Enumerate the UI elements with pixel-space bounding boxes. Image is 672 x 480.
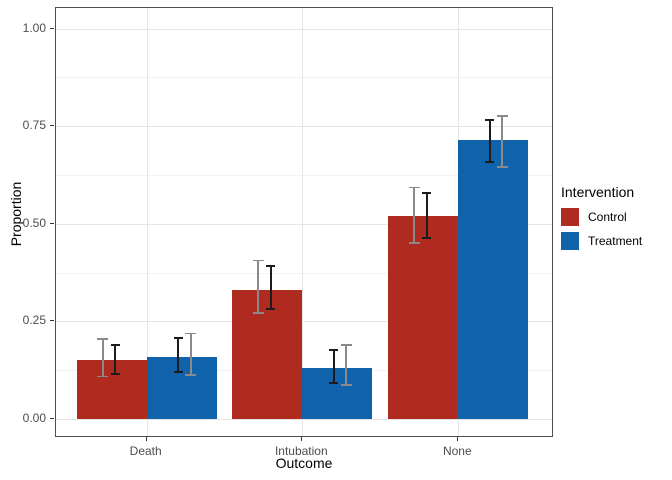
y-gridline-minor (56, 175, 552, 177)
bar-treatment-intubation (302, 368, 373, 419)
error-bar-black-control-intubation (269, 264, 272, 311)
error-bar-black-control-death (114, 344, 117, 375)
error-bar-gray-treatment-intubation-cap-top (340, 344, 352, 346)
legend-swatch-treatment (561, 232, 579, 250)
error-bar-gray-control-intubation-cap-top (252, 259, 264, 262)
x-tick-label: Death (129, 444, 162, 458)
x-gridline-major-death (146, 8, 148, 436)
y-axis-tick (50, 418, 54, 419)
y-axis-tick (50, 27, 54, 29)
error-bar-gray-control-none-cap-bottom (408, 242, 420, 244)
error-bar-black-control-intubation-cap-bottom (266, 308, 276, 311)
error-bar-gray-treatment-intubation (345, 344, 348, 386)
error-bar-black-control-none-cap-top (422, 191, 432, 194)
x-tick-label: None (442, 444, 472, 458)
error-bar-gray-control-intubation (257, 259, 260, 314)
error-bar-black-treatment-none-cap-bottom (485, 161, 495, 163)
legend-entries: Control Treatment (561, 208, 671, 250)
legend-label-treatment: Treatment (588, 234, 643, 248)
y-tick-label: 0.00 (22, 411, 46, 425)
x-axis-tick (457, 437, 459, 441)
y-gridline-major (56, 321, 552, 323)
error-bar-black-treatment-intubation-cap-top (329, 349, 339, 351)
y-axis-tick (50, 125, 54, 127)
error-bar-gray-control-death-cap-top (97, 338, 109, 340)
y-gridline-major (56, 223, 552, 225)
y-gridline-minor (56, 77, 552, 79)
error-bar-gray-treatment-none-cap-bottom (496, 165, 508, 168)
y-axis-tick (50, 222, 54, 224)
y-gridline-minor (56, 272, 552, 274)
legend-item-control: Control (561, 208, 671, 226)
error-bar-black-treatment-death-cap-bottom (173, 371, 183, 373)
y-gridline-major (56, 419, 552, 420)
plot-panel (55, 7, 553, 437)
error-bar-gray-control-death (101, 338, 104, 378)
y-gridline-major (56, 126, 552, 128)
error-bar-black-control-death-cap-bottom (110, 373, 120, 375)
bar-control-none (388, 216, 459, 419)
error-bar-gray-treatment-none-cap-top (496, 114, 508, 117)
error-bar-gray-treatment-death (189, 332, 192, 377)
y-axis-tick (50, 320, 54, 322)
x-axis-tick (301, 437, 303, 441)
error-bar-gray-treatment-death-cap-top (185, 332, 197, 335)
x-tick-label: Intubation (274, 444, 328, 458)
error-bar-gray-control-none (413, 186, 416, 244)
error-bar-black-treatment-death-cap-top (173, 337, 183, 339)
error-bar-gray-treatment-intubation-cap-bottom (340, 384, 352, 386)
error-bar-black-treatment-intubation-cap-bottom (329, 382, 339, 384)
error-bar-black-control-death-cap-top (110, 344, 120, 346)
legend-swatch-control (561, 208, 579, 226)
y-gridline-major (56, 28, 552, 30)
x-gridline-major-intubation (302, 8, 304, 436)
legend-label-control: Control (588, 210, 627, 224)
legend-item-treatment: Treatment (561, 232, 671, 250)
error-bar-gray-treatment-death-cap-bottom (185, 374, 197, 377)
bar-control-intubation (232, 290, 303, 419)
y-tick-label: 0.25 (22, 313, 46, 328)
y-tick-label: 0.75 (22, 118, 46, 133)
error-bar-black-control-intubation-cap-top (266, 264, 276, 267)
bar-treatment-none (458, 139, 529, 419)
error-bar-black-treatment-intubation (332, 349, 335, 384)
error-bar-black-control-none-cap-bottom (422, 236, 432, 239)
error-bar-gray-control-death-cap-bottom (97, 375, 109, 378)
error-bar-black-control-none (425, 191, 428, 239)
bar-control-death (76, 360, 147, 419)
legend: Intervention Control Treatment (561, 184, 671, 256)
error-bar-black-treatment-none-cap-top (485, 118, 495, 121)
error-bar-gray-control-none-cap-top (408, 186, 420, 189)
y-axis-title: Proportion (8, 181, 24, 247)
error-bar-black-treatment-death (177, 337, 180, 373)
x-axis-tick (145, 437, 147, 441)
y-tick-label: 1.00 (22, 20, 46, 35)
x-axis-title: Outcome (275, 455, 333, 471)
error-bar-gray-control-intubation-cap-bottom (252, 312, 264, 314)
error-bar-black-treatment-none (488, 118, 491, 163)
legend-title: Intervention (561, 184, 635, 200)
error-bar-gray-treatment-none (501, 114, 504, 168)
bar-treatment-death (146, 356, 217, 419)
y-tick-label: 0.50 (22, 215, 46, 230)
